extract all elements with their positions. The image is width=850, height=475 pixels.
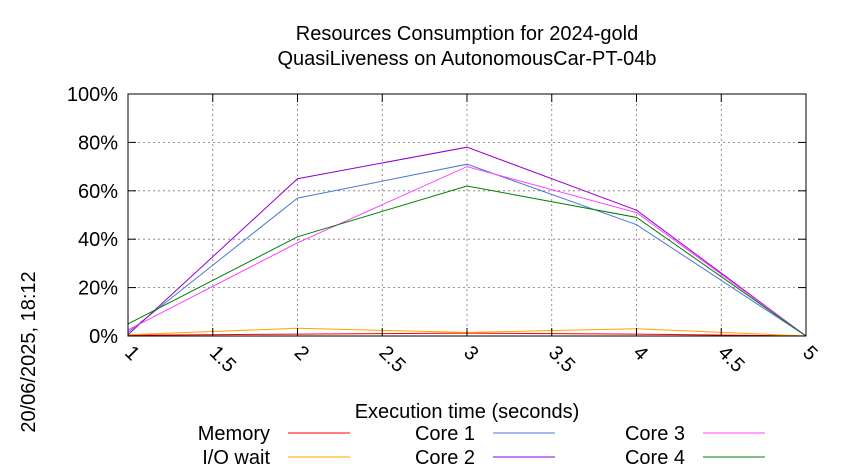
legend-label-core-4: Core 4 <box>625 447 685 469</box>
series-line-core-4 <box>127 185 807 337</box>
x-tick-label: 3 <box>459 342 482 365</box>
legend-label-core-2: Core 2 <box>415 447 475 469</box>
x-tick-label: 2.5 <box>374 342 409 377</box>
legend-label-core-1: Core 1 <box>415 423 475 445</box>
series-line-core-1 <box>127 163 807 337</box>
y-tick-label: 80% <box>78 132 118 154</box>
y-tick-label: 60% <box>78 181 118 203</box>
legend-label-memory: Memory <box>198 423 270 445</box>
y-tick-label: 100% <box>67 84 118 106</box>
x-axis-label: Execution time (seconds) <box>355 401 580 423</box>
y-tick-label: 0% <box>89 326 118 348</box>
legend-label-core-3: Core 3 <box>625 423 685 445</box>
chart-title: Resources Consumption for 2024-gold <box>296 23 638 45</box>
x-tick-label: 1.5 <box>205 342 240 377</box>
grid-lines <box>128 94 806 336</box>
chart-subtitle: QuasiLiveness on AutonomousCar-PT-04b <box>277 48 656 70</box>
side-timestamp-label: 20/06/2025, 18:12 <box>18 271 40 432</box>
legend-label-i-o-wait: I/O wait <box>202 447 270 469</box>
x-tick-label: 3.5 <box>544 342 579 377</box>
series-line-core-3 <box>127 166 807 337</box>
x-tick-label: 5 <box>798 342 821 365</box>
series-line-core-2 <box>127 146 807 337</box>
x-tick-label: 4 <box>629 342 652 365</box>
x-tick-label: 1 <box>120 342 143 365</box>
y-tick-label: 40% <box>78 229 118 251</box>
x-tick-label: 2 <box>290 342 313 365</box>
x-tick-label: 4.5 <box>713 342 748 377</box>
y-tick-label: 20% <box>78 278 118 300</box>
